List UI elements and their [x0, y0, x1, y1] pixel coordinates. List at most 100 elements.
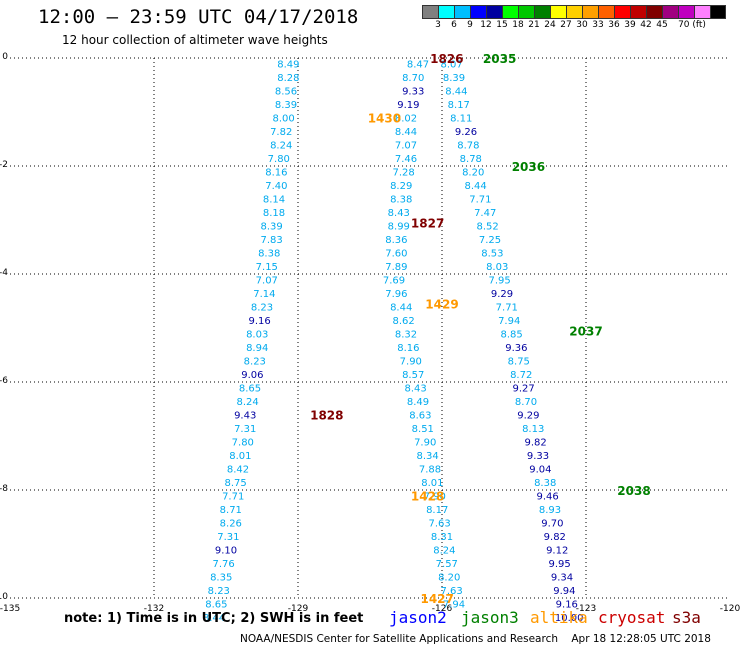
- wave-height-value: 8.71: [220, 505, 242, 516]
- pass-time-label: 1428: [411, 489, 444, 503]
- wave-height-value: 7.14: [253, 289, 275, 300]
- wave-height-value: 8.42: [227, 464, 249, 475]
- legend-swatch: [438, 5, 454, 19]
- wave-height-value: 8.44: [390, 302, 412, 313]
- satellite-legend-s3a: s3a: [672, 608, 701, 627]
- wave-height-value: 8.20: [438, 572, 460, 583]
- wave-height-value: 8.17: [426, 505, 448, 516]
- wave-height-value: 8.57: [402, 370, 424, 381]
- wave-height-value: 9.33: [402, 86, 424, 97]
- wave-height-value: 9.82: [524, 437, 546, 448]
- wave-height-value: 7.60: [385, 248, 407, 259]
- wave-height-value: 8.43: [404, 383, 426, 394]
- wave-height-value: 7.46: [395, 154, 417, 165]
- wave-height-value: 9.43: [234, 410, 256, 421]
- wave-height-value: 8.03: [486, 262, 508, 273]
- wave-height-value: 8.39: [260, 221, 282, 232]
- wave-height-value: 7.80: [268, 154, 290, 165]
- wave-height-value: 7.90: [414, 437, 436, 448]
- wave-height-value: 7.94: [443, 599, 465, 610]
- x-tick-label: -123: [576, 604, 596, 614]
- y-tick-label: 0: [2, 52, 8, 62]
- wave-height-value: 7.94: [498, 316, 520, 327]
- wave-height-value: 7.88: [419, 464, 441, 475]
- pass-time-label: 1826: [430, 52, 463, 66]
- wave-height-value: 7.63: [428, 518, 450, 529]
- wave-height-value: 8.29: [390, 181, 412, 192]
- wave-height-value: 9.12: [546, 545, 568, 556]
- wave-height-value: 7.83: [260, 235, 282, 246]
- wave-height-value: 9.33: [527, 451, 549, 462]
- wave-height-value: 7.28: [392, 167, 414, 178]
- legend-label: 36: [608, 20, 620, 30]
- note-text: note: 1) Time is in UTC; 2) SWH is in fe…: [64, 611, 364, 626]
- wave-height-value: 7.69: [383, 275, 405, 286]
- wave-height-value: 8.56: [275, 86, 297, 97]
- wave-height-value: 8.75: [508, 356, 530, 367]
- color-legend-labels: 3 6 9 12 15 18 21 24 27 30 33 36 39 42 45 70 (ft): [422, 19, 726, 31]
- wave-height-value: 8.36: [385, 235, 407, 246]
- x-tick-label: -135: [0, 604, 20, 614]
- wave-height-value: 9.94: [553, 586, 575, 597]
- wave-height-value: 8.31: [431, 532, 453, 543]
- legend-label: 33: [592, 20, 604, 30]
- wave-height-value: 7.25: [479, 235, 501, 246]
- satellite-legend-altika: altika: [530, 608, 588, 627]
- y-tick-label: -4: [0, 268, 8, 278]
- wave-height-value: 8.94: [246, 343, 268, 354]
- wave-height-value: 9.10: [215, 545, 237, 556]
- wave-height-value: 8.01: [229, 451, 251, 462]
- satellite-legend-jason3: jason3: [461, 608, 519, 627]
- wave-height-value: 8.16: [397, 343, 419, 354]
- wave-height-value: 9.95: [548, 559, 570, 570]
- pass-time-label: 2038: [617, 484, 650, 498]
- wave-height-value: 9.29: [517, 410, 539, 421]
- wave-height-value: 7.47: [474, 208, 496, 219]
- legend-label: 24: [544, 20, 556, 30]
- legend-swatch: [550, 5, 566, 19]
- wave-height-value: 8.38: [258, 248, 280, 259]
- wave-height-value: 8.23: [251, 302, 273, 313]
- wave-height-value: 9.29: [491, 289, 513, 300]
- legend-label: 3: [435, 20, 441, 30]
- wave-height-value: 8.99: [388, 221, 410, 232]
- wave-height-value: 8.07: [440, 59, 462, 70]
- wave-height-value: 7.07: [256, 275, 278, 286]
- wave-height-value: 7.89: [385, 262, 407, 273]
- legend-swatch: [614, 5, 630, 19]
- legend-label: 9: [467, 20, 473, 30]
- wave-height-value: 9.70: [541, 518, 563, 529]
- wave-height-value: 9.16: [556, 599, 578, 610]
- wave-height-value: 8.16: [265, 167, 287, 178]
- wave-height-value: 8.53: [481, 248, 503, 259]
- wave-height-value: 7.71: [469, 194, 491, 205]
- wave-height-value: 7.57: [436, 559, 458, 570]
- wave-height-value: 7.07: [395, 140, 417, 151]
- wave-height-value: 8.26: [220, 518, 242, 529]
- y-tick-label: -10: [0, 592, 8, 602]
- color-legend-swatches: [422, 5, 726, 19]
- wave-height-value: 8.24: [433, 545, 455, 556]
- wave-height-value: 8.49: [407, 397, 429, 408]
- wave-height-value: 8.85: [500, 329, 522, 340]
- wave-height-value: 8.23: [208, 586, 230, 597]
- wave-height-value: 8.75: [224, 478, 246, 489]
- legend-label: 39: [624, 20, 636, 30]
- pass-time-label: 2037: [569, 325, 602, 339]
- wave-height-value: 8.52: [476, 221, 498, 232]
- legend-label: 12: [480, 20, 492, 30]
- x-tick-label: -126: [432, 604, 453, 614]
- wave-height-value: 9.04: [529, 464, 551, 475]
- footer-credit: NOAA/NESDIS Center for Satellite Applica…: [240, 633, 711, 645]
- wave-height-value: 8.24: [270, 140, 292, 151]
- wave-height-value: 8.00: [272, 113, 294, 124]
- wave-height-value: 8.65: [205, 599, 227, 610]
- wave-height-value: 7.76: [212, 559, 234, 570]
- pass-time-label: 1430: [368, 111, 401, 125]
- wave-height-value: 8.44: [395, 127, 417, 138]
- pass-time-label: 1427: [420, 592, 453, 606]
- wave-height-value: 8.39: [443, 73, 465, 84]
- legend-label: 70 (ft): [678, 20, 706, 30]
- pass-time-label: 2035: [483, 52, 516, 66]
- wave-height-value: 7.80: [232, 437, 254, 448]
